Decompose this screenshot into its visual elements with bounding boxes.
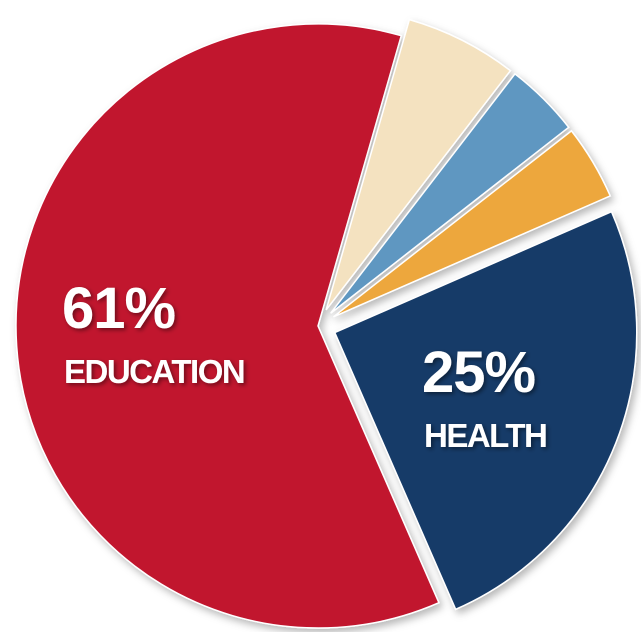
pie-slice-minor-cream (325, 18, 512, 311)
health-percent-label: 25% (422, 340, 536, 405)
health-label-group: 25% HEALTH (422, 340, 548, 454)
pie-slice-minor-orange (332, 129, 612, 318)
education-label-group: 61% EDUCATION (62, 276, 246, 390)
pie-slice-education (15, 23, 440, 629)
education-percent-label: 61% (62, 276, 176, 341)
education-category-label: EDUCATION (64, 353, 244, 390)
pie-slice-health (333, 210, 638, 611)
pie-slice-minor-blue (330, 72, 570, 314)
slices-layer (15, 18, 638, 629)
health-category-label: HEALTH (424, 417, 546, 454)
